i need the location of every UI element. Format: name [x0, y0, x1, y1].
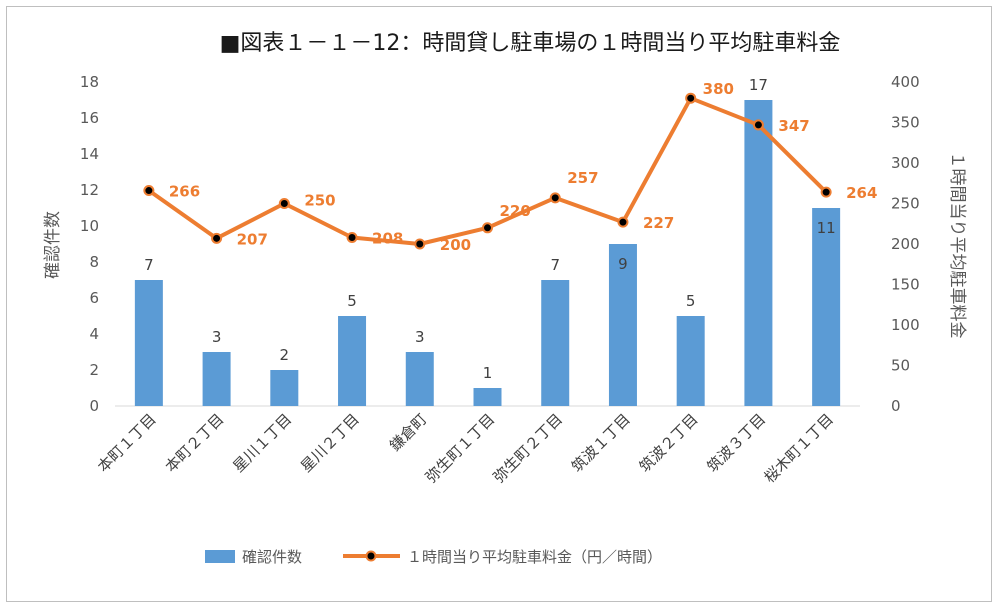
bar-data-label: 7: [144, 256, 154, 274]
line-point: [549, 192, 561, 204]
left-tick-label: 8: [89, 253, 99, 271]
line-point: [820, 186, 832, 198]
line-data-label: 257: [567, 169, 598, 187]
legend-bar-swatch: [205, 550, 235, 563]
line-point: [211, 232, 223, 244]
bar-series: [134, 100, 841, 406]
category-label: 本町１丁目: [94, 410, 160, 476]
line-data-labels: 266 207 250 208 200 220 257 227 380 347 264: [169, 80, 878, 254]
right-tick-label: 250: [891, 195, 920, 213]
legend-bar-label: 確認件数: [242, 548, 302, 566]
bar: [270, 370, 299, 406]
bar-data-label: 9: [618, 255, 628, 273]
line-data-label: 264: [846, 184, 877, 202]
right-tick-label: 350: [891, 114, 920, 132]
legend-line-marker: [365, 550, 377, 562]
left-tick-label: 0: [89, 397, 99, 415]
category-label: 弥生町２丁目: [490, 410, 566, 486]
line-point: [346, 232, 358, 244]
right-tick-label: 100: [891, 316, 920, 334]
bar: [676, 316, 705, 406]
bar: [405, 352, 434, 406]
bar: [202, 352, 231, 406]
bar-data-label: 2: [280, 346, 290, 364]
bar-data-label: 11: [817, 219, 836, 237]
bar: [338, 316, 367, 406]
bar-data-label: 3: [212, 328, 222, 346]
line-data-label: 380: [703, 80, 734, 98]
category-label: 桜木町１丁目: [761, 410, 837, 486]
line-path: [147, 96, 828, 246]
bar-data-label: 17: [749, 76, 768, 94]
category-label: 弥生町１丁目: [422, 410, 498, 486]
legend-line-label: １時間当り平均駐車料金（円／時間）: [407, 548, 662, 566]
legend: 確認件数 １時間当り平均駐車料金（円／時間）: [205, 548, 662, 566]
right-tick-label: 150: [891, 276, 920, 294]
line-point: [482, 222, 493, 234]
right-axis-title: １時間当り平均駐車料金: [947, 152, 967, 339]
chart-title: ■図表１－１－12：時間貸し駐車場の１時間当り平均駐車料金: [220, 31, 841, 56]
category-label: 筑波２丁目: [636, 410, 702, 476]
right-tick-label: 0: [891, 397, 901, 415]
line-point: [752, 119, 764, 131]
bar-data-label: 3: [415, 328, 425, 346]
left-axis-title: 確認件数: [43, 211, 63, 279]
line-point: [414, 238, 426, 250]
bar-data-label: 5: [686, 292, 696, 310]
category-label: 筑波３丁目: [703, 410, 769, 476]
left-tick-label: 6: [89, 289, 99, 307]
bar: [541, 280, 570, 406]
bar: [473, 388, 502, 406]
category-label: 鎌倉町: [386, 410, 431, 455]
line-point: [278, 198, 290, 209]
left-tick-label: 16: [80, 109, 99, 127]
bar: [608, 244, 637, 406]
line-point: [685, 92, 697, 104]
category-label: 本町２丁目: [162, 410, 228, 476]
right-tick-label: 200: [891, 235, 920, 253]
line-data-label: 200: [440, 236, 471, 254]
bar: [744, 100, 773, 406]
line-data-label: 266: [169, 183, 200, 201]
left-tick-label: 2: [89, 361, 99, 379]
bar-data-label: 5: [347, 292, 357, 310]
line-series: [143, 92, 832, 250]
line-point: [143, 185, 155, 197]
right-tick-label: 300: [891, 154, 920, 172]
line-data-label: 250: [304, 192, 335, 210]
left-tick-label: 12: [80, 181, 99, 199]
line-data-label: 220: [500, 202, 531, 220]
left-tick-label: 18: [80, 73, 99, 91]
category-label: 星川２丁目: [297, 410, 363, 476]
category-label: 筑波１丁目: [568, 410, 634, 476]
line-data-label: 207: [237, 230, 268, 248]
right-tick-label: 50: [891, 357, 910, 375]
bar-data-label: 7: [550, 256, 560, 274]
right-axis: 0 50 100 150 200 250 300 350 400: [891, 73, 920, 415]
line-data-label: 347: [778, 117, 809, 135]
line-point: [617, 216, 629, 228]
left-tick-label: 10: [80, 217, 99, 235]
right-tick-label: 400: [891, 73, 920, 91]
bar-data-label: 1: [483, 364, 493, 382]
left-tick-label: 4: [89, 325, 99, 343]
bar: [812, 208, 841, 406]
bar: [134, 280, 163, 406]
line-data-label: 208: [372, 230, 403, 248]
line-data-label: 227: [643, 214, 674, 232]
category-label: 星川１丁目: [229, 410, 295, 476]
left-tick-label: 14: [80, 145, 99, 163]
